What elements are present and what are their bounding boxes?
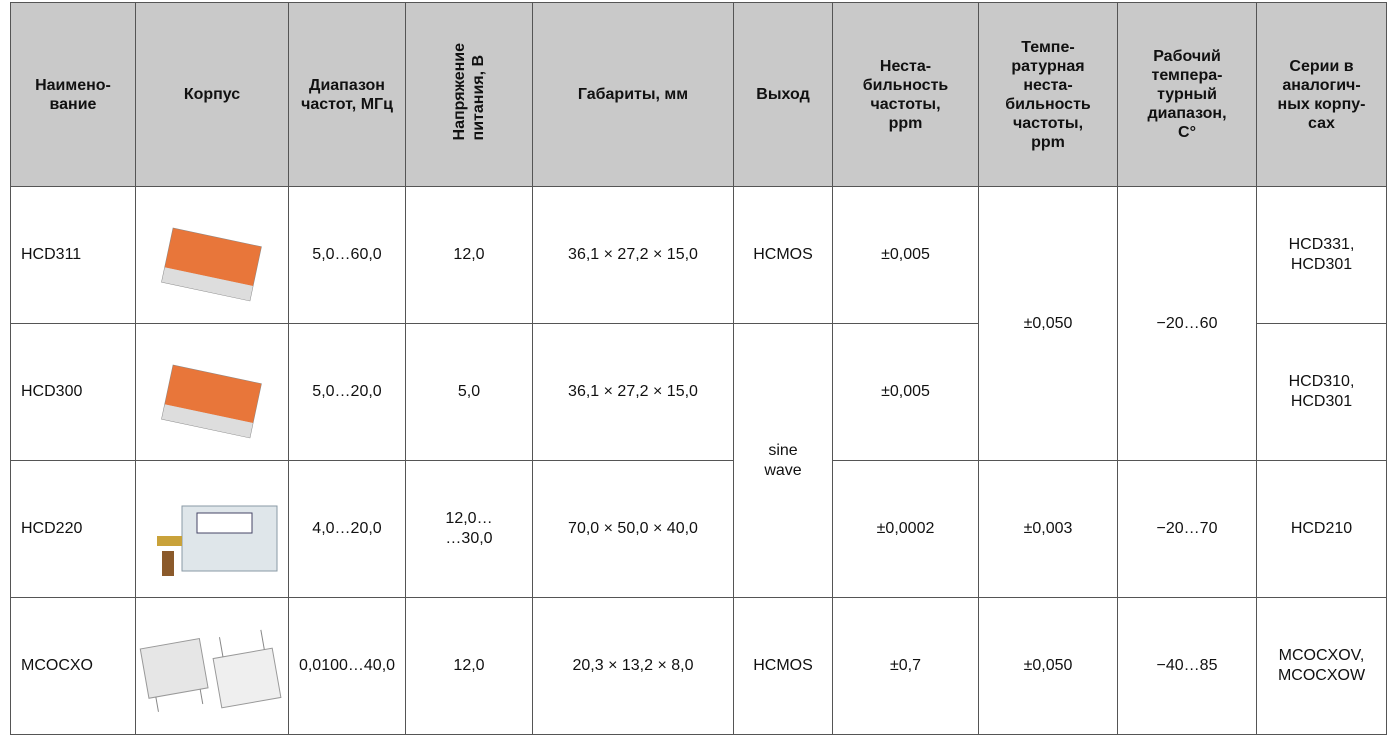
cell: 36,1 × 27,2 × 15,0 [532,186,734,324]
header-cell: Рабочий темпера- турный диапазон, C° [1117,2,1257,187]
cell: ±0,0002 [832,460,979,598]
cell: HCD310, HCD301 [1256,323,1387,461]
cell: 0,0100…40,0 [288,597,406,735]
cell: MCOCXOV, MCOCXOW [1256,597,1387,735]
cell: ±0,050 [978,597,1118,735]
cell: 4,0…20,0 [288,460,406,598]
cell: HCD210 [1256,460,1387,598]
cell: HCD331, HCD301 [1256,186,1387,324]
cell: ±0,003 [978,460,1118,598]
product-image [139,629,282,712]
cell: ±0,005 [832,323,979,461]
header-cell: Диапазон частот, МГц [288,2,406,187]
cell: −20…60 [1117,186,1257,461]
image-cell [135,186,289,324]
header-cell: Выход [733,2,833,187]
cell: 5,0…20,0 [288,323,406,461]
header-cell: Серии в аналогич- ных корпу- сах [1256,2,1387,187]
cell: HCD220 [10,460,136,598]
header-cell: Темпе- ратурная неста- бильность частоты… [978,2,1118,187]
row: HCD311 5,0…60,0 12,0 36,1 × 27,2 × 15,0 … [10,186,1387,461]
header-cell: Напряжение питания, В [405,2,533,187]
header-cell: Габариты, мм [532,2,734,187]
cell: HCD300 [10,323,136,461]
cell: 5,0…60,0 [288,186,406,324]
product-image [161,227,262,302]
cell: HCMOS [733,597,833,735]
cell: ±0,050 [978,186,1118,461]
cell: −40…85 [1117,597,1257,735]
header-cell: Корпус [135,2,289,187]
page: {"header": { "name": "Наимено-\nвание", … [10,2,1387,735]
cell: sine wave [733,323,833,598]
header-text: Напряжение питания, В [451,43,487,141]
cell: 12,0 [405,186,533,324]
cell: ±0,7 [832,597,979,735]
cell: 36,1 × 27,2 × 15,0 [532,323,734,461]
image-cell [135,597,289,735]
cell: −20…70 [1117,460,1257,598]
cell: HCMOS [733,186,833,324]
row: HCD300 5,0…20,0 5,0 36,1 × 27,2 × 15,0 s… [10,323,1387,598]
row: MCOCXO 0,0100…40,0 12,0 20,3 × 13,2 × 8,… [10,597,1387,735]
cell: 12,0… …30,0 [405,460,533,598]
cell: 12,0 [405,597,533,735]
product-image [161,364,262,439]
image-cell [135,323,289,461]
product-image [157,505,278,576]
row: HCD220 4,0…20,0 12,0… …30,0 70,0 × 50,0 … [10,460,1387,598]
header-row: Наимено- вание Корпус Диапазон частот, М… [10,2,1387,187]
cell: 5,0 [405,323,533,461]
header-cell: Неста- бильность частоты, ppm [832,2,979,187]
image-cell [135,460,289,598]
cell: 20,3 × 13,2 × 8,0 [532,597,734,735]
cell: MCOCXO [10,597,136,735]
header-cell: Наимено- вание [10,2,136,187]
cell: ±0,005 [832,186,979,324]
cell: HCD311 [10,186,136,324]
cell: 70,0 × 50,0 × 40,0 [532,460,734,598]
spec-table: Наимено- вание Корпус Диапазон частот, М… [10,2,1387,735]
